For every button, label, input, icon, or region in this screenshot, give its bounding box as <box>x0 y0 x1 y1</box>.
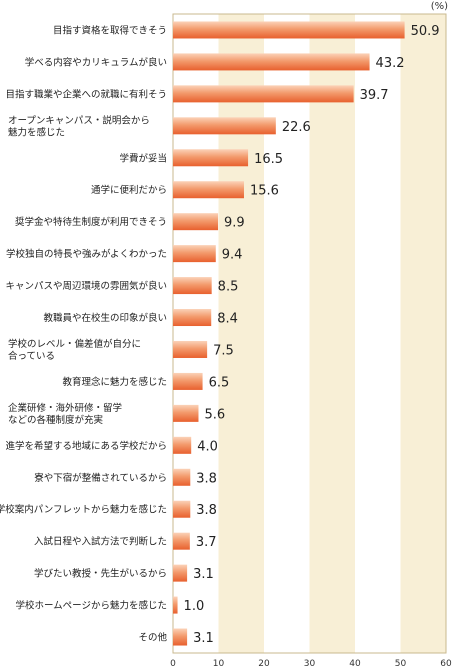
category-label-line: オープンキャンパス・説明会から <box>8 114 150 126</box>
category-label-line: 学費が妥当 <box>119 152 167 164</box>
value-label: 7.5 <box>213 343 234 358</box>
unit-label: (%) <box>430 1 448 12</box>
bar <box>173 277 212 295</box>
category-label-line: 企業研修・海外研修・留学 <box>8 402 122 414</box>
category-label: オープンキャンパス・説明会から魅力を感じた <box>8 114 150 138</box>
category-label-line: キャンパスや周辺環境の雰囲気が良い <box>5 280 167 292</box>
category-label-line: などの各種制度が充実 <box>8 414 104 426</box>
bar <box>173 21 405 39</box>
value-label: 3.7 <box>196 535 217 550</box>
bar <box>173 532 190 550</box>
category-label-line: 教育理念に魅力を感じた <box>62 376 167 388</box>
category-label-line: 入試日程や入試方法で判断した <box>34 536 167 548</box>
value-label: 22.6 <box>282 120 311 135</box>
category-label-line: 奨学金や特待生制度が利用できそう <box>15 216 167 228</box>
category-label: 企業研修・海外研修・留学などの各種制度が充実 <box>8 402 122 426</box>
category-label: 入試日程や入試方法で判断した <box>34 536 167 548</box>
x-tick-label: 30 <box>304 659 316 669</box>
x-tick-label: 40 <box>349 659 361 669</box>
value-label: 8.4 <box>217 312 238 327</box>
category-label: 学べる内容やカリキュラムが良い <box>25 56 167 68</box>
bar <box>173 213 219 231</box>
category-label-line: 進学を希望する地域にある学校だから <box>5 440 167 452</box>
category-label-line: 学校案内パンフレットから魅力を感じた <box>0 504 167 516</box>
bar <box>173 628 188 646</box>
bar <box>173 245 216 263</box>
category-label-line: 学校のレベル・偏差値が自分に <box>8 338 141 350</box>
category-label: 学校案内パンフレットから魅力を感じた <box>0 504 167 516</box>
x-tick-label: 60 <box>440 659 452 669</box>
value-label: 3.1 <box>193 631 214 646</box>
value-label: 3.8 <box>196 503 217 518</box>
bar <box>173 340 208 358</box>
value-label: 15.6 <box>250 184 279 199</box>
value-label: 3.1 <box>193 567 214 582</box>
category-label: 目指す資格を取得できそう <box>53 24 167 36</box>
value-label: 50.9 <box>411 24 440 39</box>
category-label-line: 寮や下宿が整備されているから <box>34 472 167 484</box>
bar <box>173 149 249 167</box>
grid-band <box>309 14 355 653</box>
bar <box>173 309 212 327</box>
category-label-line: 教職員や在校生の印象が良い <box>43 312 167 324</box>
category-label: 学校ホームページから魅力を感じた <box>15 600 167 612</box>
value-label: 1.0 <box>184 599 205 614</box>
x-tick-label: 20 <box>258 659 270 669</box>
category-label: その他 <box>138 632 167 644</box>
category-label: 奨学金や特待生制度が利用できそう <box>15 216 167 228</box>
bar <box>173 500 191 518</box>
category-label: 寮や下宿が整備されているから <box>34 472 167 484</box>
category-label: 進学を希望する地域にある学校だから <box>5 440 167 452</box>
category-label-line: 目指す資格を取得できそう <box>53 24 167 36</box>
bar <box>173 596 178 614</box>
category-label-line: 合っている <box>8 350 55 362</box>
category-label: 通学に便利だから <box>91 184 167 196</box>
category-label-line: 学校ホームページから魅力を感じた <box>15 600 167 612</box>
grid-band <box>400 14 446 653</box>
value-label: 6.5 <box>209 375 230 390</box>
category-label-line: 魅力を感じた <box>8 126 65 138</box>
value-label: 8.5 <box>218 280 239 295</box>
category-label: キャンパスや周辺環境の雰囲気が良い <box>5 280 167 292</box>
category-label-line: 目指す職業や企業への就職に有利そう <box>5 88 167 100</box>
plot-frame <box>172 13 447 654</box>
x-tick-label: 10 <box>213 659 225 669</box>
category-label: 教育理念に魅力を感じた <box>62 376 167 388</box>
value-label: 9.4 <box>222 248 243 263</box>
category-label: 目指す職業や企業への就職に有利そう <box>5 88 167 100</box>
category-label: 学費が妥当 <box>119 152 167 164</box>
category-label-line: 通学に便利だから <box>91 184 167 196</box>
category-label: 学びたい教授・先生がいるから <box>34 568 167 580</box>
grid-band <box>218 14 264 653</box>
value-label: 16.5 <box>254 152 283 167</box>
bar <box>173 85 354 103</box>
x-tick-label: 50 <box>395 659 407 669</box>
category-label: 教職員や在校生の印象が良い <box>43 312 167 324</box>
bar <box>173 468 191 486</box>
bar <box>173 117 276 135</box>
category-label-line: その他 <box>138 632 167 644</box>
category-label: 学校のレベル・偏差値が自分に合っている <box>8 338 141 362</box>
bar <box>173 372 203 390</box>
value-label: 5.6 <box>204 407 225 422</box>
category-label-line: 学びたい教授・先生がいるから <box>34 568 167 580</box>
bar <box>173 564 188 582</box>
bar <box>173 181 244 199</box>
value-label: 4.0 <box>197 439 218 454</box>
bar <box>173 53 370 71</box>
value-label: 9.9 <box>224 216 245 231</box>
bar <box>173 436 192 454</box>
category-label: 学校独自の特長や強みがよくわかった <box>6 248 167 260</box>
value-label: 39.7 <box>360 88 389 103</box>
category-label-line: 学べる内容やカリキュラムが良い <box>25 56 167 68</box>
category-label-line: 学校独自の特長や強みがよくわかった <box>6 248 167 260</box>
x-tick-label: 0 <box>170 659 176 669</box>
value-label: 43.2 <box>376 56 405 71</box>
value-label: 3.8 <box>196 471 217 486</box>
bar <box>173 404 199 422</box>
